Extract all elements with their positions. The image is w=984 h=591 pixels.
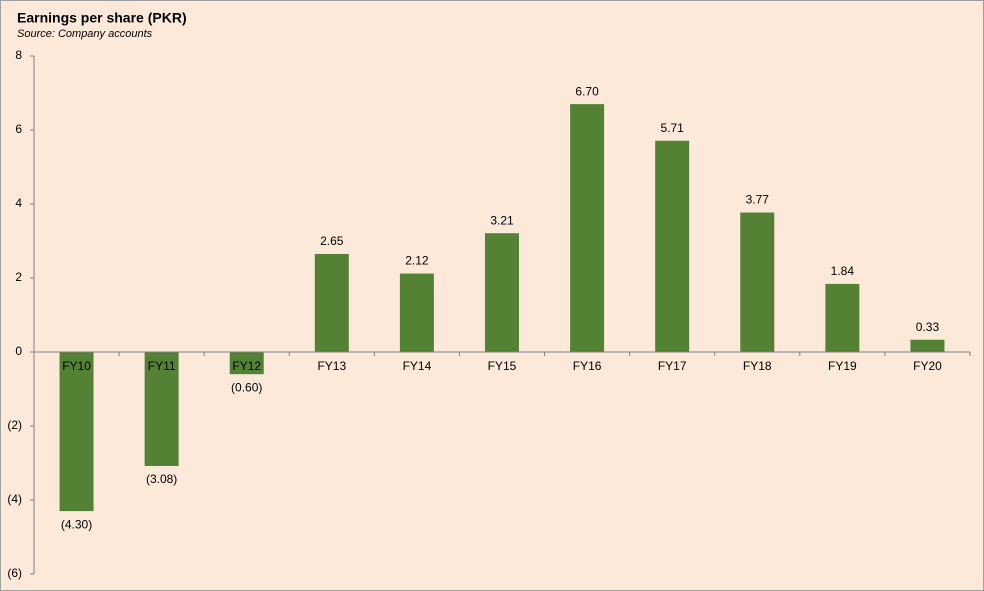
x-tick-label: FY16 [573,359,602,373]
bar [740,212,775,352]
value-label: 2.12 [405,254,429,268]
chart-subtitle: Source: Company accounts [17,28,153,40]
y-tick-label: (4) [7,492,22,506]
y-tick-label: (2) [7,418,22,432]
x-tick-label: FY15 [488,359,517,373]
x-tick-label: FY10 [62,359,91,373]
y-tick-label: 6 [15,122,22,136]
y-tick-label: 4 [15,196,22,210]
x-tick-label: FY20 [913,359,942,373]
x-tick-label: FY17 [658,359,687,373]
value-label: (4.30) [61,517,92,531]
x-tick-label: FY18 [743,359,772,373]
bar [399,273,434,352]
y-tick-label: 0 [15,344,22,358]
x-tick-label: FY11 [148,359,176,373]
value-label: (0.60) [231,380,262,394]
bar [655,140,690,352]
bar [59,352,94,512]
x-tick-label: FY13 [317,359,346,373]
value-label: 5.71 [661,121,685,135]
bar [314,253,349,352]
value-label: (3.08) [146,472,177,486]
value-label: 3.21 [490,213,514,227]
y-tick-label: (6) [7,566,22,580]
value-label: 3.77 [746,193,770,207]
value-label: 2.65 [320,234,344,248]
y-tick-label: 2 [15,270,22,284]
bar [229,352,264,375]
x-tick-label: FY14 [403,359,432,373]
bar [485,233,519,352]
value-label: 1.84 [831,264,855,278]
chart-title: Earnings per share (PKR) [17,10,187,26]
bar [570,104,605,352]
bar [144,352,179,466]
value-label: 0.33 [916,320,940,334]
y-tick-label: 8 [15,48,22,62]
value-label: 6.70 [575,84,599,98]
bar [825,283,860,352]
x-tick-label: FY12 [232,359,261,373]
bar [910,339,945,352]
x-tick-label: FY19 [828,359,857,373]
